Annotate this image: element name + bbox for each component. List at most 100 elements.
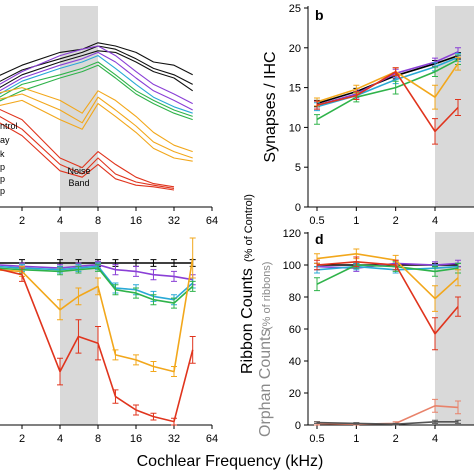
panel-d-series-5-errorbar-3 [432, 317, 438, 351]
panel-d-ytick-label-1: 20 [289, 388, 301, 400]
panel-c-series-1-errorbar-7 [150, 269, 157, 281]
panel-c-xtick-label-4: 32 [168, 433, 180, 445]
panel-c-series-3-errorbar-2 [57, 267, 63, 276]
panel-c-series-5-errorbar-6 [133, 404, 139, 416]
panel-d-series-5-errorbar-0 [314, 259, 320, 271]
panel-c-series-0-errorbar-7 [150, 259, 157, 267]
panel-a: 2 4 8 16 32 64 Noise Band ntrol ay k p p p [0, 6, 218, 227]
panel-c-xtick-label-2: 8 [95, 433, 101, 445]
panel-a-legend-frag-1: ntrol [0, 121, 18, 131]
panel-c-series-3-errorbar-7 [150, 294, 157, 306]
panel-a-series-2-line [0, 50, 194, 92]
panel-d-series-7-errorbar-0 [314, 421, 320, 424]
panel-d-ylabel-ribbon-unit: (% of Control) [243, 194, 255, 262]
panel-c-series-4-errorbar-3 [75, 287, 82, 306]
panel-b-noise-band [435, 6, 474, 207]
panel-a-series-11-line [0, 108, 175, 188]
panel-b-series-4-errorbar-3 [432, 84, 438, 110]
panel-d-series-6-errorbar-4 [455, 400, 462, 415]
panel-c-series-5-errorbar-1 [19, 267, 25, 282]
panel-a-xtick-label-3: 16 [130, 215, 142, 227]
panel-c-series-5-errorbar-5 [112, 389, 119, 404]
panel-a-xtick-label-5: 64 [206, 215, 218, 227]
panel-b-ytick-label-4: 20 [289, 43, 301, 55]
panel-c-series-4-errorbar-9 [189, 237, 196, 279]
panel-a-legend-frag-6: p [0, 186, 5, 196]
panel-c-series-4-errorbar-7 [150, 361, 157, 373]
panel-d-noise-band [435, 232, 474, 425]
panel-d-xtick-label-3: 4 [432, 433, 438, 445]
panel-d-ytick-label-4: 80 [289, 292, 301, 304]
panel-b-xtick-label-2: 2 [393, 215, 399, 227]
panel-d-ytick-label-6: 120 [283, 228, 301, 240]
panel-a-series-12-line [0, 115, 175, 189]
panel-a-series-5-line [0, 55, 193, 114]
panel-c-series-1-line [0, 263, 193, 281]
panel-c-series-4-errorbar-4 [95, 277, 101, 296]
panel-c-xtick-label-5: 64 [206, 433, 218, 445]
panel-c-series-3-errorbar-6 [133, 287, 139, 299]
panel-a-xtick-label-0: 2 [19, 215, 25, 227]
panel-b-letter: b [315, 7, 324, 23]
panel-b-ylabel: Synapses / IHC [262, 51, 279, 162]
panel-a-series-0-line [0, 42, 193, 76]
panel-c-series-5-errorbar-3 [75, 319, 82, 354]
panel-a-series-7-line [0, 64, 193, 121]
panel-c-series-4-errorbar-6 [133, 354, 139, 366]
panel-d-series-5-errorbar-2 [392, 259, 399, 271]
panel-d-series-7-errorbar-3 [432, 419, 438, 424]
panel-d-ylabel-ribbon: Ribbon Counts [239, 268, 256, 374]
panel-d-series-5-errorbar-4 [455, 296, 462, 317]
panel-c-series-5-errorbar-9 [189, 335, 196, 364]
panel-a-xtick-label-1: 4 [57, 215, 63, 227]
panel-a-xtick-label-2: 8 [95, 215, 101, 227]
panel-a-series-6-line [0, 61, 193, 117]
panel-c-series-5-errorbar-4 [95, 325, 101, 361]
panel-a-legend-frag-5: p [0, 174, 5, 184]
panel-b: b Synapses / IHC 0 5 10 15 20 25 0.5 1 2 4 [262, 3, 474, 227]
panel-c-series-5-errorbar-2 [57, 357, 63, 386]
panel-c-series-3-errorbar-5 [112, 284, 119, 296]
panel-d-series-7-errorbar-2 [392, 422, 399, 426]
panel-d-ylabel-orphan: Orphan Counts [257, 328, 274, 437]
panel-c-series-4-line [0, 257, 194, 373]
panel-b-ytick-label-5: 25 [289, 3, 301, 15]
panel-b-series-5-errorbar-3 [432, 118, 438, 145]
panel-c-series-2-line [0, 265, 194, 301]
panel-c-series-4-errorbar-8 [171, 366, 177, 378]
panel-d-series-4-errorbar-4 [455, 269, 462, 287]
panel-b-ytick-label-1: 5 [295, 162, 301, 174]
panel-b-series-5-errorbar-1 [353, 91, 360, 101]
panel-b-series-3-errorbar-0 [314, 114, 320, 125]
panel-c-series-5-errorbar-8 [171, 417, 177, 426]
panel-d-xtick-label-2: 2 [393, 433, 399, 445]
panel-b-series-5-errorbar-4 [455, 99, 462, 116]
panel-a-series-1-line [0, 45, 193, 85]
panel-c-series-0-errorbar-8 [171, 259, 177, 267]
panel-c-series-4-errorbar-5 [112, 349, 119, 361]
panel-b-series-3-errorbar-3 [432, 66, 438, 77]
panel-c-series-1-errorbar-6 [133, 265, 139, 277]
panel-d-ytick-label-3: 60 [289, 324, 301, 336]
panel-c: 2 4 8 16 32 64 [0, 232, 218, 445]
panel-c-xtick-label-0: 2 [19, 433, 25, 445]
panel-b-series-4-errorbar-4 [455, 56, 462, 71]
panel-a-noise-label-1: Noise [67, 166, 90, 176]
panel-b-xtick-label-0: 0.5 [309, 215, 324, 227]
panel-c-series-1-errorbar-8 [171, 270, 177, 282]
panel-c-xtick-label-3: 16 [130, 433, 142, 445]
panel-d-letter: d [315, 231, 324, 247]
panel-b-series-5-errorbar-0 [314, 100, 320, 110]
panel-b-ytick-label-2: 10 [289, 122, 301, 134]
panel-b-xtick-label-3: 4 [432, 215, 438, 227]
panel-c-series-4-errorbar-2 [57, 299, 63, 321]
panel-a-legend-frag-4: p [0, 162, 5, 172]
panel-d-ytick-label-2: 40 [289, 356, 301, 368]
panel-d-series-7-errorbar-4 [455, 419, 462, 424]
panel-d: d Ribbon Counts (% of Control) Orphan Co… [239, 194, 474, 445]
panel-c-series-3-errorbar-9 [189, 280, 196, 292]
shared-x-axis-label: Cochlear Frequency (kHz) [137, 453, 324, 470]
panel-b-xtick-label-1: 1 [353, 215, 359, 227]
panel-a-series-13-line [0, 122, 175, 191]
